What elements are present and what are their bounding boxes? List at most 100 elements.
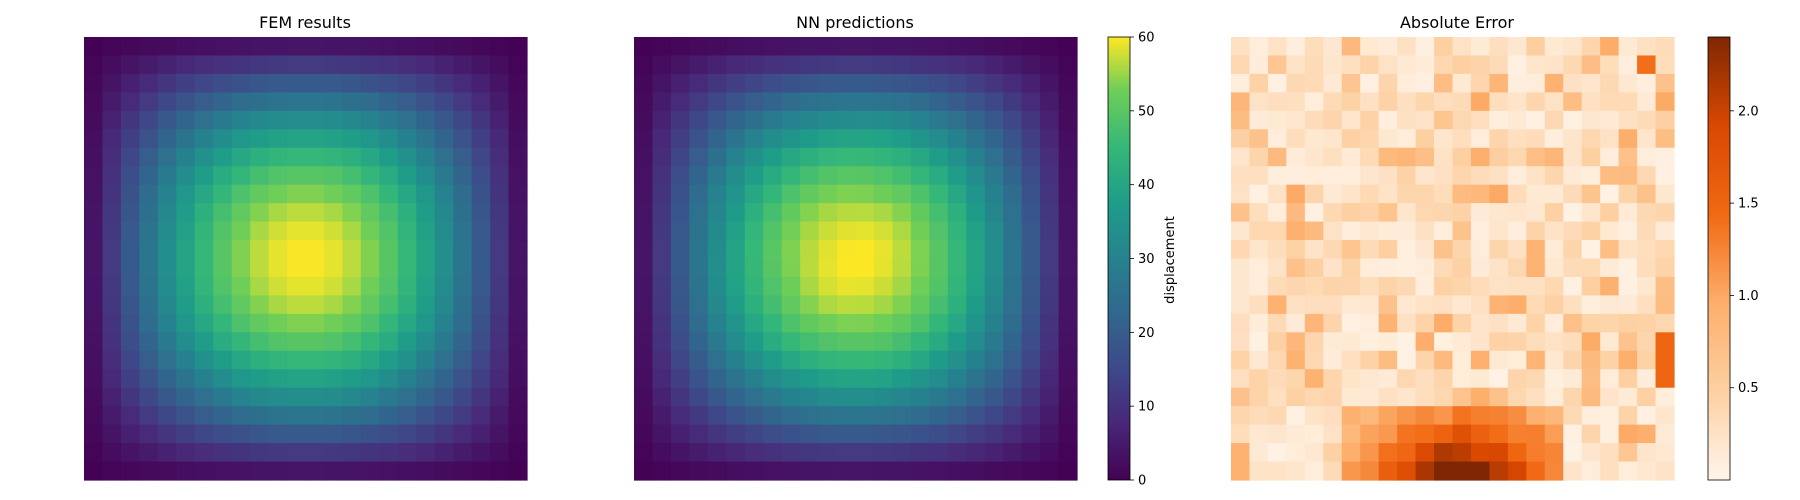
heatmap-cell <box>763 332 783 352</box>
heatmap-cell <box>84 258 104 278</box>
heatmap-cell <box>1397 369 1417 389</box>
heatmap-cell <box>213 332 233 352</box>
heatmap-cell <box>434 350 454 370</box>
heatmap-cell <box>231 129 251 149</box>
heatmap-cell <box>707 73 727 93</box>
heatmap-cell <box>1378 110 1398 130</box>
heatmap-cell <box>471 92 491 112</box>
heatmap-cell <box>305 129 325 149</box>
heatmap-cell <box>379 313 399 333</box>
heatmap-cell <box>1637 424 1657 444</box>
heatmap-cell <box>966 424 986 444</box>
heatmap-cell <box>1021 350 1041 370</box>
heatmap-cell <box>268 424 288 444</box>
heatmap-cell <box>305 406 325 426</box>
heatmap-cell <box>1489 203 1509 223</box>
heatmap-cell <box>157 110 177 130</box>
heatmap-cell <box>250 129 270 149</box>
heatmap-cell <box>157 387 177 407</box>
heatmap-cell <box>966 129 986 149</box>
heatmap-cell <box>1415 295 1435 315</box>
heatmap-cell <box>689 129 709 149</box>
heatmap-cell <box>1231 166 1251 186</box>
heatmap-cell <box>929 313 949 333</box>
heatmap-cell <box>818 387 838 407</box>
heatmap-cell <box>800 276 820 297</box>
heatmap-cell <box>250 313 270 333</box>
heatmap-cell <box>434 129 454 149</box>
heatmap-cell <box>360 221 380 241</box>
heatmap-cell <box>744 166 764 186</box>
heatmap-cell <box>1003 92 1023 112</box>
heatmap-cell <box>305 55 325 75</box>
heatmap-cell <box>1021 184 1041 204</box>
heatmap-cell <box>1655 461 1675 481</box>
heatmap-cell <box>379 147 399 167</box>
heatmap-cell <box>689 424 709 444</box>
heatmap-cell <box>287 424 307 444</box>
heatmap-cell <box>1003 313 1023 333</box>
heatmap-cell <box>453 240 473 260</box>
heatmap-cell <box>744 129 764 149</box>
heatmap-cell <box>873 424 894 444</box>
heatmap-cell <box>1489 332 1509 352</box>
heatmap-cell <box>1415 221 1435 241</box>
heatmap-cell <box>1397 37 1417 57</box>
heatmap-cell <box>763 184 783 204</box>
heatmap-cell <box>490 221 510 241</box>
heatmap-cell <box>323 258 344 278</box>
heatmap-cell <box>231 110 251 130</box>
heatmap-cell <box>1249 369 1269 389</box>
heatmap-cell <box>120 295 140 315</box>
heatmap-cell <box>1304 406 1324 426</box>
heatmap-cell <box>1507 37 1527 57</box>
heatmap-cell <box>471 147 491 167</box>
heatmap-cell <box>139 37 159 57</box>
heatmap-cell <box>84 350 104 370</box>
heatmap-cell <box>855 37 875 57</box>
heatmap-cell <box>1563 406 1583 426</box>
heatmap-cell <box>471 313 491 333</box>
heatmap-cell <box>287 129 307 149</box>
heatmap-cell <box>855 461 875 481</box>
heatmap-cell <box>1489 129 1509 149</box>
heatmap-cell <box>652 276 672 297</box>
heatmap-cell <box>1563 221 1583 241</box>
heatmap-cell <box>139 203 159 223</box>
heatmap-cell <box>1470 92 1491 112</box>
heatmap-cell <box>1378 350 1398 370</box>
heatmap-cell <box>102 203 122 223</box>
heatmap-cell <box>966 184 986 204</box>
heatmap-cell <box>1415 73 1435 93</box>
heatmap-cell <box>984 369 1004 389</box>
heatmap-cell <box>1304 332 1324 352</box>
heatmap-cell <box>1286 240 1306 260</box>
heatmap-cell <box>966 147 986 167</box>
heatmap-cell <box>744 406 764 426</box>
heatmap-cell <box>855 295 875 315</box>
heatmap-cell <box>1544 184 1564 204</box>
heatmap-cell <box>837 147 857 167</box>
heatmap-cell <box>1267 184 1287 204</box>
heatmap-cell <box>781 443 801 463</box>
heatmap-cell <box>250 37 270 57</box>
heatmap-cell <box>652 37 672 57</box>
heatmap-cell <box>342 73 362 93</box>
heatmap-cell <box>1341 203 1361 223</box>
heatmap-cell <box>873 387 894 407</box>
heatmap-cell <box>1360 55 1380 75</box>
heatmap-cell <box>818 221 838 241</box>
heatmap-cell <box>1231 129 1251 149</box>
heatmap-cell <box>947 92 967 112</box>
heatmap-cell <box>194 443 214 463</box>
heatmap-cell <box>213 110 233 130</box>
heatmap-cell <box>1378 461 1398 481</box>
heatmap-cell <box>1507 424 1527 444</box>
heatmap-cell <box>1434 73 1454 93</box>
heatmap-cell <box>1231 461 1251 481</box>
heatmap-cell <box>1058 221 1078 241</box>
heatmap-cell <box>176 221 196 241</box>
heatmap-cell <box>434 73 454 93</box>
heatmap-cell <box>1637 147 1657 167</box>
heatmap-cell <box>1304 37 1324 57</box>
